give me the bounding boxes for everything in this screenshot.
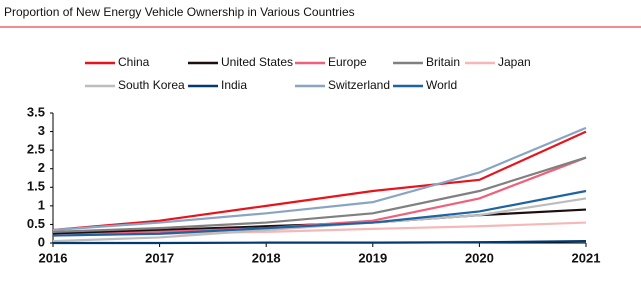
x-tick-label: 2021 xyxy=(572,250,601,265)
y-tick-label: 1 xyxy=(38,197,45,212)
y-tick-label: 0 xyxy=(38,234,45,249)
y-tick-label: 2.5 xyxy=(27,142,45,157)
legend-label: Europe xyxy=(328,55,367,69)
x-tick-label: 2019 xyxy=(358,250,387,265)
legend-label: China xyxy=(118,55,150,69)
x-tick-label: 2020 xyxy=(465,250,494,265)
legend-label: India xyxy=(221,78,247,92)
series-line xyxy=(52,189,587,237)
y-tick-label: 3 xyxy=(38,123,45,138)
y-tick-label: 3.5 xyxy=(27,104,45,119)
series-line xyxy=(52,156,587,233)
x-tick-label: 2017 xyxy=(145,250,174,265)
series-line xyxy=(52,130,587,232)
y-tick-label: 1.5 xyxy=(27,179,45,194)
legend-label: Japan xyxy=(498,55,531,69)
legend-label: South Korea xyxy=(118,78,185,92)
legend-label: World xyxy=(426,78,457,92)
x-tick-label: 2018 xyxy=(252,250,281,265)
y-tick-label: 0.5 xyxy=(27,216,45,231)
x-tick-label: 2016 xyxy=(39,250,68,265)
legend-label: United States xyxy=(221,55,293,69)
series-line xyxy=(52,126,587,232)
legend-label: Switzerland xyxy=(328,78,390,92)
chart-title: Proportion of New Energy Vehicle Ownersh… xyxy=(4,5,355,19)
series-line xyxy=(53,240,587,245)
y-tick-label: 2 xyxy=(38,160,45,175)
legend-label: Britain xyxy=(426,55,460,69)
